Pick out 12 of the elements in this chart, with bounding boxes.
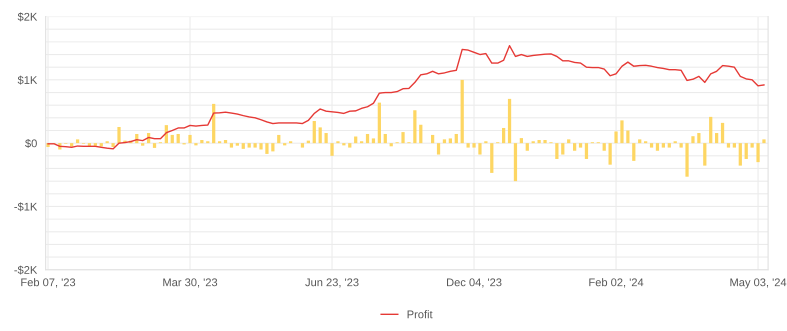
x-tick-label: Feb 02, '24 — [589, 278, 644, 288]
legend-label: Profit — [408, 310, 433, 318]
x-tick-label: May 03, '24 — [730, 278, 786, 288]
x-tick-label: Feb 07, '23 — [21, 278, 76, 288]
y-tick-label: -$2K — [14, 266, 38, 275]
x-tick-label: Dec 04, '23 — [447, 278, 502, 288]
y-tick-label: $0 — [25, 138, 37, 148]
y-tick-label: $2K — [18, 12, 38, 22]
y-tick-label: $1K — [18, 76, 38, 85]
y-tick-label: -$1K — [14, 202, 38, 212]
x-tick-label: Mar 30, '23 — [163, 278, 218, 288]
x-tick-label: Jun 23, '23 — [305, 278, 359, 288]
